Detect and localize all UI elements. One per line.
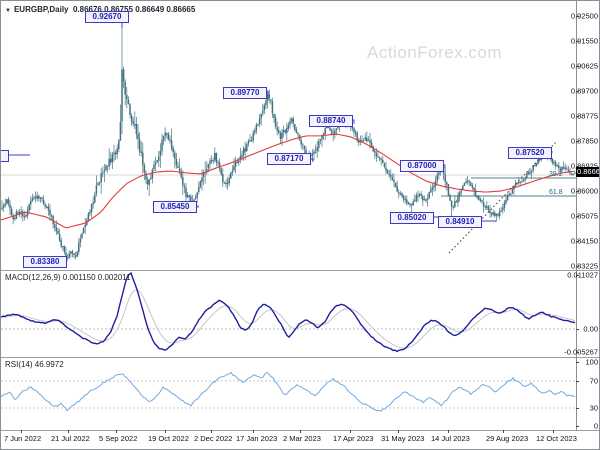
- watermark: ActionForex.com: [367, 43, 503, 62]
